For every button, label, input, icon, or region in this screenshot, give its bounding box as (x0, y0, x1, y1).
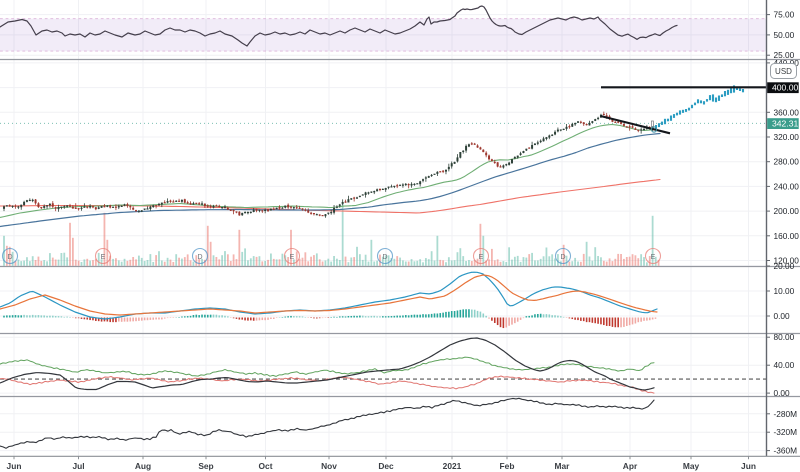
svg-text:Jul: Jul (72, 461, 84, 471)
svg-text:280.00: 280.00 (774, 157, 800, 167)
svg-text:240.00: 240.00 (774, 181, 800, 191)
svg-text:Nov: Nov (321, 461, 337, 471)
svg-text:Oct: Oct (259, 461, 273, 471)
svg-text:E: E (479, 254, 484, 261)
svg-text:Aug: Aug (135, 461, 151, 471)
svg-text:440.00: 440.00 (774, 58, 800, 68)
svg-text:0.00: 0.00 (774, 311, 791, 321)
svg-text:E: E (290, 254, 295, 261)
svg-text:360.00: 360.00 (774, 107, 800, 117)
svg-text:D: D (197, 254, 202, 261)
svg-text:2021: 2021 (443, 461, 462, 471)
svg-text:Jun: Jun (7, 461, 22, 471)
svg-text:May: May (683, 461, 700, 471)
svg-text:75.00: 75.00 (774, 10, 795, 20)
svg-text:D: D (382, 254, 387, 261)
svg-text:80.00: 80.00 (774, 332, 795, 342)
svg-text:400.00: 400.00 (772, 83, 799, 93)
svg-text:-360M: -360M (774, 446, 798, 456)
svg-text:120.00: 120.00 (774, 256, 800, 266)
svg-text:Apr: Apr (623, 461, 638, 471)
svg-text:D: D (7, 254, 12, 261)
svg-text:E: E (101, 254, 106, 261)
svg-text:10.00: 10.00 (774, 286, 795, 296)
svg-text:Sep: Sep (198, 461, 213, 471)
svg-text:Jun: Jun (741, 461, 756, 471)
svg-text:USD: USD (775, 67, 792, 76)
svg-text:Feb: Feb (500, 461, 515, 471)
svg-text:50.00: 50.00 (774, 30, 795, 40)
svg-text:20.00: 20.00 (774, 261, 795, 271)
svg-text:D: D (560, 254, 565, 261)
svg-text:200.00: 200.00 (774, 206, 800, 216)
svg-text:E: E (651, 254, 656, 261)
svg-text:40.00: 40.00 (774, 360, 795, 370)
svg-text:-320M: -320M (774, 427, 798, 437)
svg-text:342.31: 342.31 (772, 119, 799, 129)
svg-text:25.00: 25.00 (774, 50, 795, 60)
svg-text:0.00: 0.00 (774, 388, 791, 398)
svg-text:Mar: Mar (555, 461, 571, 471)
svg-text:Dec: Dec (378, 461, 394, 471)
svg-text:160.00: 160.00 (774, 231, 800, 241)
svg-text:-280M: -280M (774, 409, 798, 419)
svg-text:320.00: 320.00 (774, 132, 800, 142)
